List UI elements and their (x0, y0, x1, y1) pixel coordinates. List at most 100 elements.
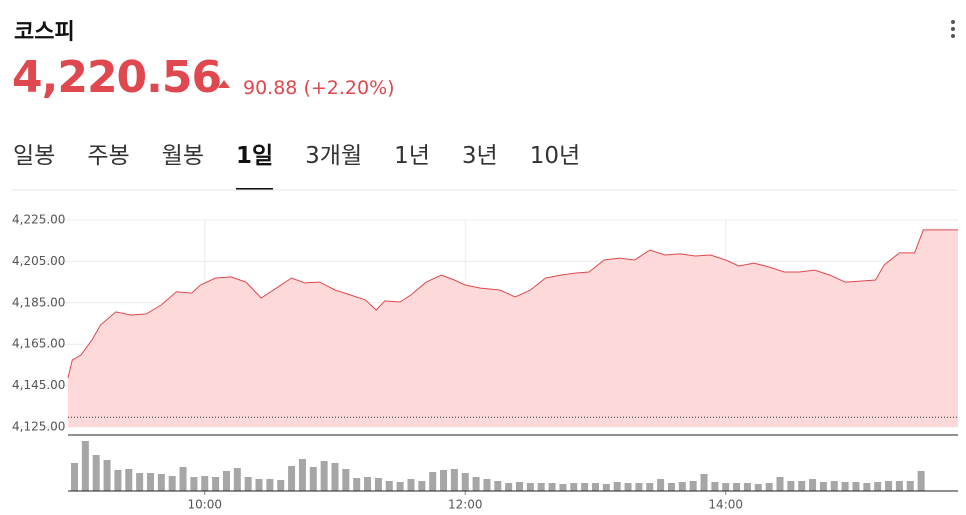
volume-bar (309, 467, 317, 491)
volume-bar (787, 481, 795, 491)
volume-bar (179, 467, 187, 491)
volume-bar (342, 469, 350, 491)
volume-bar (244, 477, 252, 491)
y-tick-label: 4,205.00 (12, 254, 65, 268)
volume-bar (190, 477, 198, 491)
volume-bar (136, 473, 144, 491)
change-value: 90.88 (243, 77, 298, 99)
volume-bar (81, 441, 89, 491)
volume-bar (157, 474, 165, 491)
period-tab[interactable]: 10년 (529, 143, 581, 169)
volume-bar (385, 481, 393, 491)
period-tab[interactable]: 주봉 (87, 143, 130, 169)
volume-bar (754, 484, 762, 491)
period-tab[interactable]: 3년 (461, 143, 498, 169)
y-tick-label: 4,185.00 (12, 295, 65, 309)
period-tab[interactable]: 1일 (235, 136, 274, 190)
volume-bar (168, 476, 176, 491)
y-tick-label: 4,125.00 (12, 420, 65, 434)
volume-bar (472, 477, 480, 491)
volume-bar (407, 479, 415, 491)
volume-bar (765, 483, 773, 491)
volume-bar (689, 481, 697, 491)
x-tick-label: 12:00 (448, 498, 483, 512)
volume-bar (602, 484, 610, 491)
volume-bar (331, 463, 339, 491)
volume-bar (483, 479, 491, 491)
period-tabs: 일봉 주봉 월봉 1일 3개월 1년 3년 10년 (13, 136, 612, 190)
volume-bar (266, 479, 274, 491)
volume-bar (700, 474, 708, 491)
volume-bar (852, 482, 860, 491)
volume-bar (743, 483, 751, 491)
volume-bar (255, 479, 263, 491)
x-tick-label: 14:00 (708, 498, 743, 512)
index-name: 코스피 (14, 20, 75, 45)
volume-bar (830, 481, 838, 491)
volume-bar (537, 483, 545, 491)
volume-bar (657, 479, 665, 491)
volume-bar (374, 478, 382, 491)
volume-bar (667, 483, 675, 491)
change-percent: (+2.20%) (303, 77, 395, 99)
period-tab[interactable]: 3개월 (305, 143, 363, 169)
volume-bar (635, 483, 643, 491)
volume-bar (103, 460, 111, 491)
volume-bar (505, 483, 513, 491)
volume-bar (819, 482, 827, 491)
volume-bar (277, 480, 285, 491)
volume-bar (298, 459, 306, 491)
volume-bar (212, 477, 220, 491)
volume-bar (711, 482, 719, 491)
volume-bar (678, 482, 686, 491)
volume-bar (440, 470, 448, 491)
volume-bar (396, 482, 404, 491)
price: 4,220.56 (12, 52, 222, 103)
volume-bar (722, 483, 730, 491)
volume-bar (624, 483, 632, 491)
volume-bar (581, 483, 589, 491)
volume-bar (526, 483, 534, 491)
volume-bar (885, 481, 893, 491)
volume-bar (548, 483, 556, 491)
volume-bar (591, 483, 599, 491)
volume-bar (125, 469, 133, 491)
menu-button[interactable] (951, 20, 955, 41)
volume-bar (320, 461, 328, 491)
volume-bar (146, 473, 154, 491)
volume-bar (798, 481, 806, 491)
change: 90.88 (+2.20%) (243, 77, 395, 99)
period-tab[interactable]: 1년 (394, 143, 430, 169)
volume-bar (841, 482, 849, 491)
volume-bar (613, 482, 621, 491)
y-tick-label: 4,145.00 (12, 378, 65, 392)
volume-bar (114, 470, 122, 491)
volume-bar (917, 471, 925, 491)
area-fill (68, 229, 958, 427)
volume-bar (201, 476, 209, 491)
volume-bar (450, 469, 458, 491)
up-arrow (218, 80, 230, 88)
volume-bar (222, 471, 230, 491)
volume-bar (418, 481, 426, 491)
volume-bar (559, 484, 567, 491)
volume-bar (906, 481, 914, 491)
volume-bar (92, 455, 100, 491)
volume-bar (895, 481, 903, 491)
volume-bar (364, 477, 372, 491)
volume-bar (494, 481, 502, 491)
x-tick-label: 10:00 (187, 498, 222, 512)
volume-bar (429, 472, 437, 491)
volume-bar (874, 482, 882, 491)
volume-bar (71, 463, 79, 491)
volume-bar (863, 483, 871, 491)
volume-bar (516, 482, 524, 491)
volume-bar (288, 466, 296, 491)
volume-bar (570, 483, 578, 491)
volume-bar (809, 479, 817, 491)
y-tick-label: 4,165.00 (12, 337, 65, 351)
period-tab[interactable]: 월봉 (161, 143, 204, 169)
volume-bar (776, 477, 784, 491)
period-tab[interactable]: 일봉 (13, 143, 56, 169)
